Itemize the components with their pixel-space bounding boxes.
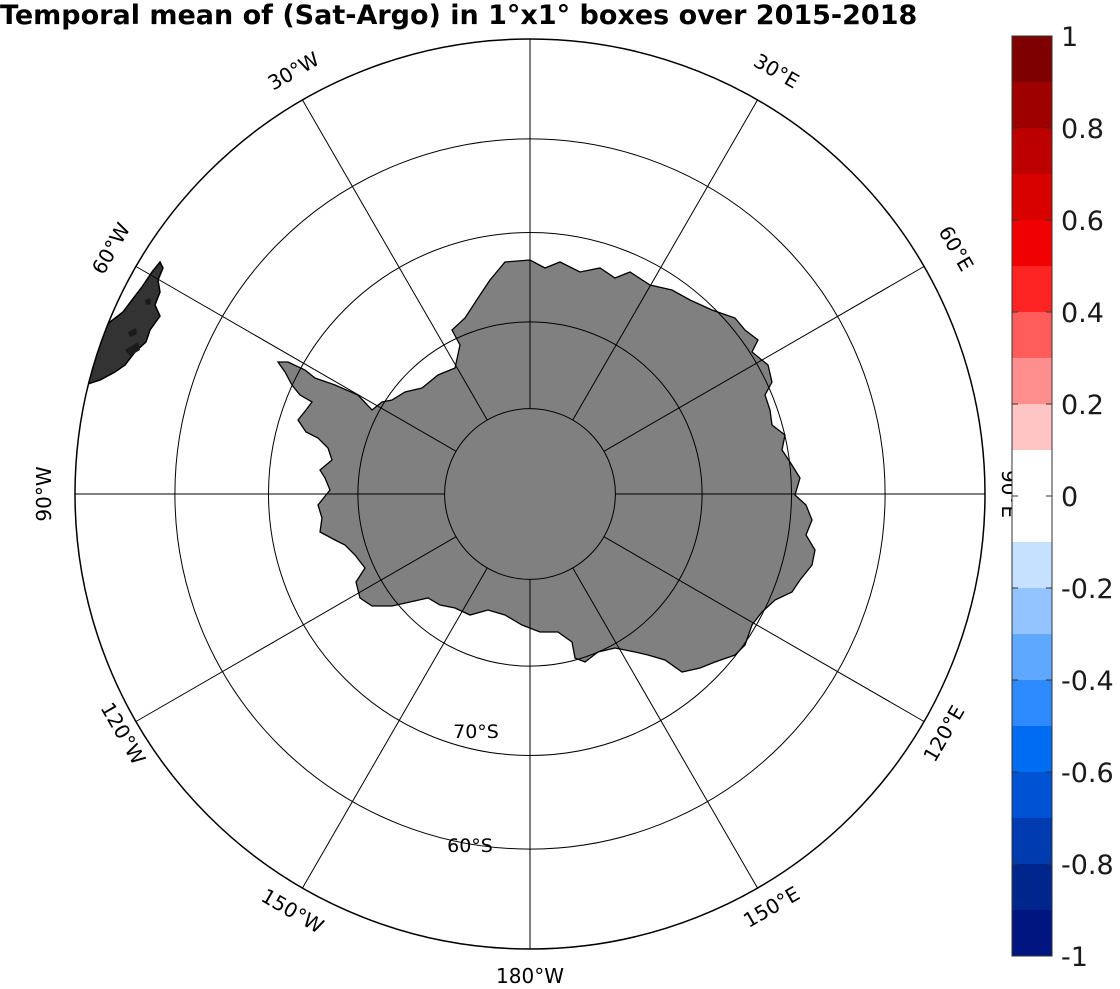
lat-label-70s: 70°S xyxy=(453,721,499,743)
lon-label-180w: 180°W xyxy=(496,964,564,988)
figure-title: Temporal mean of (Sat-Argo) in 1°x1° box… xyxy=(0,0,917,31)
colorbar-bin xyxy=(1012,404,1052,451)
colorbar-tick-label: 0.6 xyxy=(1061,206,1104,237)
colorbar-tick-label: -0.4 xyxy=(1061,666,1114,697)
meridian-line xyxy=(135,266,457,452)
colorbar-bin xyxy=(1012,220,1052,267)
colorbar-tick-label: -1 xyxy=(1061,942,1088,973)
colorbar-bin xyxy=(1012,772,1052,819)
colorbar-tick-label: 1 xyxy=(1061,22,1078,53)
colorbar-bin xyxy=(1012,680,1052,727)
colorbar-bin xyxy=(1012,128,1052,175)
polar-map: 30°W 30°E 60°W 60°E 90°W 90°E 120°W 120°… xyxy=(32,38,1021,988)
meridian-line xyxy=(302,99,488,421)
colorbar-bin xyxy=(1012,450,1052,497)
lon-label-60e: 60°E xyxy=(934,222,979,276)
colorbar-bin xyxy=(1012,496,1052,543)
lon-label-30e: 30°E xyxy=(750,49,804,94)
colorbar-tick-label: 0.4 xyxy=(1061,298,1104,329)
colorbar-tick-label: 0.8 xyxy=(1061,114,1104,145)
colorbar-tick-label: 0.2 xyxy=(1061,390,1104,421)
meridian-line xyxy=(603,266,925,452)
colorbar-bin xyxy=(1012,312,1052,359)
meridian-line xyxy=(603,536,925,722)
lon-label-30w: 30°W xyxy=(264,47,324,96)
colorbar-bin xyxy=(1012,818,1052,865)
meridian-line xyxy=(572,99,758,421)
colorbar-tick-label: -0.8 xyxy=(1061,850,1114,881)
colorbar-bin xyxy=(1012,82,1052,129)
antarctica-landmass xyxy=(276,259,816,673)
meridian-line xyxy=(302,567,488,889)
lon-label-90w: 90°W xyxy=(32,466,56,521)
colorbar-bin xyxy=(1012,266,1052,313)
colorbar-bin xyxy=(1012,174,1052,221)
colorbar-bins xyxy=(1012,36,1052,957)
colorbar-bin xyxy=(1012,864,1052,911)
colorbar-bin xyxy=(1012,542,1052,589)
colorbar-bin xyxy=(1012,634,1052,681)
colorbar: 1 0.8 0.6 0.4 0.2 0 -0.2 -0.4 -0.6 -0.8 -1 xyxy=(1011,22,1114,973)
colorbar-tick-label: -0.2 xyxy=(1061,574,1114,605)
colorbar-bin xyxy=(1012,36,1052,83)
colorbar-tick-label: 0 xyxy=(1061,482,1078,513)
meridian-line xyxy=(135,536,457,722)
colorbar-tick-label: -0.6 xyxy=(1061,758,1114,789)
lon-label-60w: 60°W xyxy=(87,218,136,278)
colorbar-ticks: 1 0.8 0.6 0.4 0.2 0 -0.2 -0.4 -0.6 -0.8 -1 xyxy=(1012,22,1114,973)
colorbar-bin xyxy=(1012,726,1052,773)
lat-label-60s: 60°S xyxy=(447,835,493,857)
map-boundary xyxy=(74,38,986,950)
meridian-line xyxy=(572,567,758,889)
colorbar-bin xyxy=(1012,588,1052,635)
graticule xyxy=(75,39,985,949)
colorbar-bin xyxy=(1012,910,1052,957)
colorbar-bin xyxy=(1012,358,1052,405)
